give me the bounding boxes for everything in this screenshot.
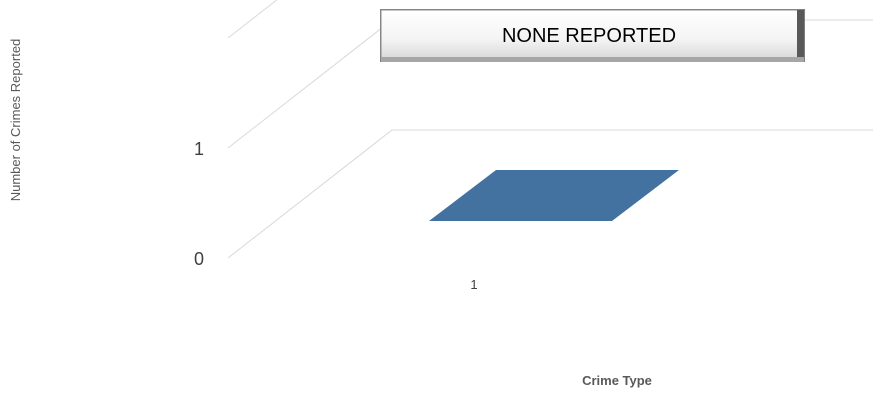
callout-edge <box>797 10 804 62</box>
x-category-labels: 1 <box>470 277 477 292</box>
x-axis-title: Crime Type <box>582 373 652 388</box>
y-axis-title: Number of Crimes Reported <box>8 39 23 202</box>
callout-bottom-edge <box>381 57 804 62</box>
y-tick-label: 0 <box>194 249 204 269</box>
callout-text: NONE REPORTED <box>502 25 676 47</box>
callout-box <box>380 9 800 60</box>
x-category-label: 1 <box>470 277 477 292</box>
bars <box>429 170 679 221</box>
bar <box>429 170 679 221</box>
y-tick-label: 1 <box>194 139 204 159</box>
y-tick-labels: 01 <box>194 139 204 269</box>
gridline <box>227 129 873 259</box>
none-reported-callout: NONE REPORTED <box>380 9 805 62</box>
